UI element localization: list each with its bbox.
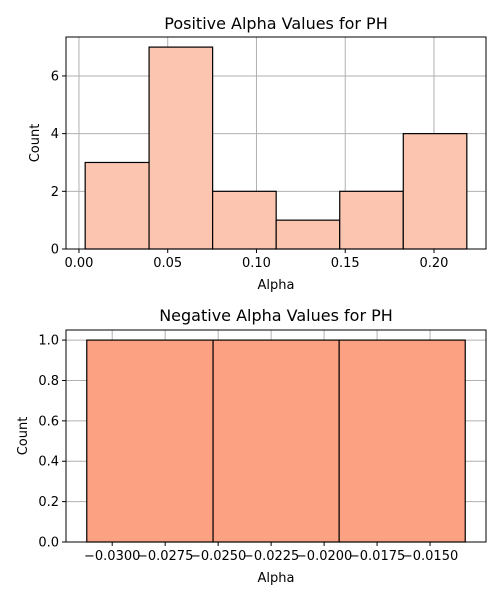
chart-1-ylabel: Count	[28, 124, 43, 163]
x-tick-label: −0.0275	[137, 549, 193, 564]
y-tick-label: 0.2	[38, 495, 59, 510]
histogram-bar	[86, 339, 214, 543]
y-tick-label: 0.0	[38, 536, 59, 551]
chart-2-ylabel: Count	[16, 417, 31, 456]
y-tick-label: 1.0	[38, 334, 59, 349]
chart-2: −0.0300−0.0275−0.0250−0.0225−0.0200−0.01…	[16, 306, 487, 586]
chart-1-axes: 0.00 0.05 0.10 0.15 0.20 0 2 4 6	[51, 36, 487, 271]
y-tick-label: 0.8	[38, 374, 59, 389]
chart-2-xlabel: Alpha	[258, 571, 295, 586]
x-tick-label: 0.10	[242, 256, 271, 271]
histogram-bar	[275, 219, 341, 250]
chart-1: 0.00 0.05 0.10 0.15 0.20 0 2 4 6 Positive Alpha …	[28, 14, 487, 293]
chart-1-title: Positive Alpha Values for PH	[164, 14, 387, 33]
y-tick-label: 6	[51, 69, 59, 84]
axes-frame	[65, 329, 487, 543]
y-tick-label: 0.4	[38, 455, 59, 470]
chart-2-axes: −0.0300−0.0275−0.0250−0.0225−0.0200−0.01…	[38, 329, 487, 564]
chart-1-xlabel: Alpha	[258, 278, 295, 293]
x-tick-label: −0.0250	[190, 549, 246, 564]
x-tick-label: −0.0150	[402, 549, 458, 564]
x-tick-label: 0.05	[153, 256, 182, 271]
histogram-bar	[148, 46, 214, 250]
histogram-bar	[339, 190, 404, 250]
x-tick-label: −0.0200	[296, 549, 352, 564]
histogram-bar	[402, 133, 468, 250]
chart-1-bars	[84, 46, 468, 250]
histogram-bar	[338, 339, 466, 543]
y-tick-label: 0.6	[38, 414, 59, 429]
x-tick-label: −0.0225	[243, 549, 299, 564]
y-tick-label: 2	[51, 185, 59, 200]
x-tick-label: −0.0300	[84, 549, 140, 564]
histogram-bar	[212, 190, 277, 250]
x-tick-label: 0.20	[420, 256, 449, 271]
histogram-bar	[84, 161, 150, 250]
chart-2-bars	[86, 339, 466, 543]
chart-2-title: Negative Alpha Values for PH	[159, 306, 393, 325]
y-tick-label: 0	[51, 243, 59, 258]
y-tick-label: 4	[51, 127, 59, 142]
x-tick-label: −0.0175	[349, 549, 405, 564]
axes-frame	[65, 36, 487, 250]
histogram-bar	[212, 339, 340, 543]
x-tick-label: 0.00	[64, 256, 93, 271]
x-tick-label: 0.15	[331, 256, 360, 271]
